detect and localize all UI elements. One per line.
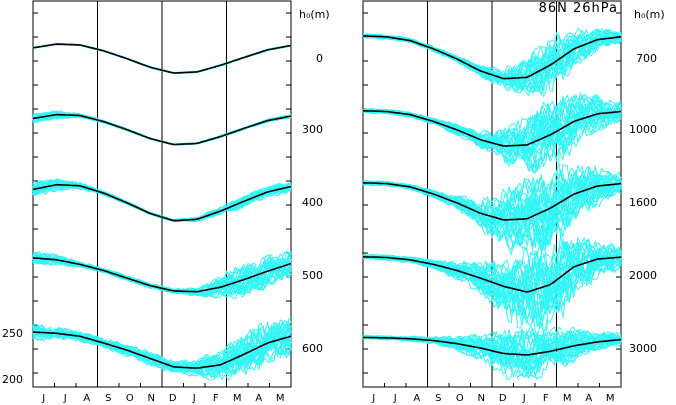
mean-line	[32, 257, 292, 293]
mean-line	[32, 113, 292, 146]
left-y-tick-labels: 250 200	[2, 327, 23, 386]
month-label: O	[126, 393, 134, 404]
h0-label: 700	[636, 52, 657, 65]
month-label: D	[169, 393, 177, 404]
h0-label: 300	[302, 123, 323, 136]
mean-line	[363, 110, 622, 147]
mean-line	[32, 331, 292, 369]
mean-line	[32, 43, 292, 74]
month-label: J	[522, 393, 526, 404]
mean-line	[362, 336, 622, 356]
h0-label: 2000	[629, 269, 657, 282]
month-label: A	[585, 393, 592, 404]
ensemble-line	[32, 252, 292, 294]
ensemble-line	[362, 242, 622, 315]
left-panel-series	[32, 43, 292, 381]
month-label: F	[543, 393, 549, 404]
h0-label: 400	[302, 196, 323, 209]
month-label: N	[148, 393, 155, 404]
ensemble-line	[32, 322, 292, 373]
ensemble-line	[362, 176, 622, 248]
mean-line	[32, 183, 292, 222]
mean-line	[362, 35, 622, 80]
month-label: M	[606, 393, 615, 404]
month-label: O	[456, 393, 464, 404]
ensemble-line	[362, 28, 622, 83]
month-label: N	[478, 393, 485, 404]
month-label: J	[63, 393, 67, 404]
h0-label: 1600	[629, 196, 657, 209]
month-label: M	[233, 393, 242, 404]
right-h0-labels: 700 1000 1600 2000 3000	[629, 52, 657, 355]
month-label: D	[499, 393, 507, 404]
left-panel: J J A S O N D J F M A M 0 300 400 500 600 250 200	[2, 0, 323, 404]
month-label: J	[41, 393, 45, 404]
month-label: J	[192, 393, 196, 404]
mean-line	[363, 256, 622, 293]
h0-label: 3000	[629, 342, 657, 355]
ensemble-line	[362, 336, 622, 379]
right-panel: J J A S O N D J F M A M 700 1000 1600 2000 3000	[362, 0, 657, 404]
month-label: S	[105, 393, 111, 404]
left-month-separators	[97, 1, 227, 387]
month-label: A	[83, 393, 90, 404]
ensemble-line	[32, 256, 292, 298]
h0-label: 1000	[629, 123, 657, 136]
mean-line	[362, 182, 622, 221]
month-label: M	[276, 393, 285, 404]
chart-title: 86N 26hPa	[539, 1, 618, 16]
ensemble-line	[362, 32, 622, 90]
right-header-label: h₀(m)	[634, 8, 665, 21]
h0-label: 500	[302, 269, 323, 282]
left-h0-labels: 0 300 400 500 600	[302, 52, 323, 355]
month-label: A	[255, 393, 262, 404]
ensemble-line	[362, 330, 622, 371]
right-panel-series	[362, 27, 622, 381]
month-label: M	[563, 393, 572, 404]
month-label: A	[413, 393, 420, 404]
month-label: S	[435, 393, 441, 404]
ensemble-line	[362, 171, 622, 237]
month-label: F	[213, 393, 219, 404]
month-label: J	[393, 393, 397, 404]
h0-label: 600	[302, 342, 323, 355]
y-tick-label: 200	[2, 373, 23, 386]
ensemble-line	[32, 327, 292, 377]
ensemble-line	[32, 328, 292, 375]
ensemble-line	[362, 334, 622, 371]
left-header-label: h₀(m)	[299, 8, 330, 21]
month-label: J	[371, 393, 375, 404]
h0-label: 0	[316, 52, 323, 65]
y-tick-label: 250	[2, 327, 23, 340]
